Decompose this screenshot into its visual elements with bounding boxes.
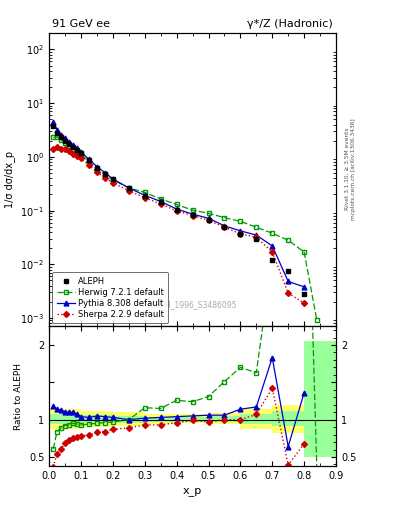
ALEPH	[51, 123, 56, 129]
ALEPH	[190, 212, 195, 218]
ALEPH	[103, 170, 107, 177]
ALEPH	[238, 231, 243, 237]
Text: Rivet 3.1.10, ≥ 3.5M events: Rivet 3.1.10, ≥ 3.5M events	[345, 127, 350, 210]
ALEPH	[75, 147, 79, 153]
X-axis label: x_p: x_p	[183, 486, 202, 496]
Text: 91 GeV ee: 91 GeV ee	[52, 19, 110, 29]
ALEPH	[67, 141, 72, 147]
ALEPH	[110, 177, 115, 183]
ALEPH	[206, 217, 211, 223]
ALEPH	[127, 185, 131, 191]
ALEPH	[63, 138, 68, 144]
ALEPH	[286, 268, 290, 274]
ALEPH	[86, 157, 91, 163]
Legend: ALEPH, Herwig 7.2.1 default, Pythia 8.308 default, Sherpa 2.2.9 default: ALEPH, Herwig 7.2.1 default, Pythia 8.30…	[52, 272, 168, 323]
Text: γ*/Z (Hadronic): γ*/Z (Hadronic)	[248, 19, 333, 29]
ALEPH	[254, 236, 259, 242]
Text: ALEPH_1996_S3486095: ALEPH_1996_S3486095	[147, 300, 238, 309]
ALEPH	[142, 193, 147, 199]
ALEPH	[174, 207, 179, 213]
Y-axis label: Ratio to ALEPH: Ratio to ALEPH	[14, 362, 23, 430]
ALEPH	[71, 144, 75, 151]
Y-axis label: 1/σ dσ/dx_p: 1/σ dσ/dx_p	[4, 151, 15, 208]
ALEPH	[59, 134, 64, 140]
ALEPH	[79, 150, 83, 156]
ALEPH	[302, 291, 307, 297]
ALEPH	[55, 130, 59, 136]
ALEPH	[222, 224, 227, 230]
Text: mcplots.cern.ch [arXiv:1306.3436]: mcplots.cern.ch [arXiv:1306.3436]	[351, 118, 356, 220]
ALEPH	[158, 199, 163, 205]
ALEPH	[270, 257, 275, 263]
Line: ALEPH: ALEPH	[51, 123, 307, 296]
ALEPH	[95, 164, 99, 170]
